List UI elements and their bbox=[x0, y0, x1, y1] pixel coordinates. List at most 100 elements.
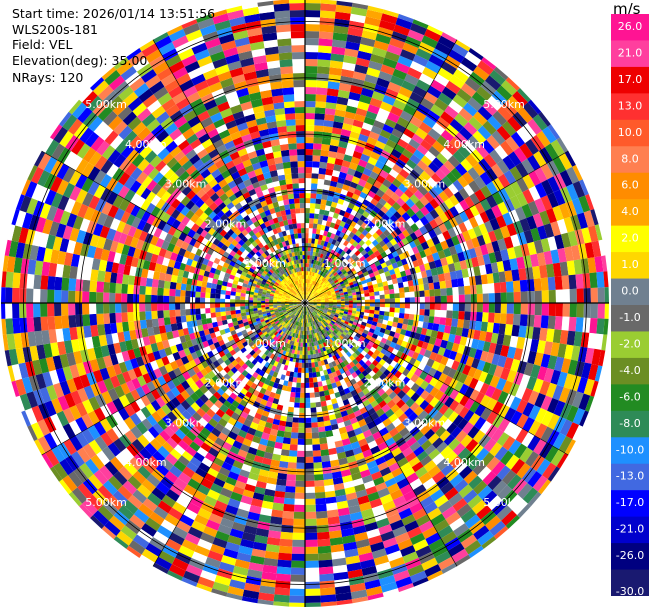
range-gate bbox=[420, 206, 430, 216]
range-gate bbox=[496, 125, 511, 141]
range-gate bbox=[40, 316, 49, 331]
range-gate bbox=[374, 291, 380, 296]
range-gate bbox=[587, 332, 597, 349]
range-gate bbox=[465, 153, 479, 168]
range-gate bbox=[395, 272, 402, 279]
range-gate bbox=[455, 39, 471, 52]
range-gate bbox=[330, 201, 338, 208]
range-gate bbox=[389, 307, 395, 313]
range-gate bbox=[345, 267, 351, 273]
range-gate bbox=[527, 200, 540, 216]
range-gate bbox=[365, 110, 378, 120]
range-gate bbox=[393, 317, 399, 323]
range-gate bbox=[289, 444, 298, 451]
range-gate bbox=[283, 503, 295, 512]
range-gate bbox=[394, 123, 406, 134]
range-gate bbox=[349, 13, 366, 24]
range-gate bbox=[325, 287, 330, 291]
range-gate bbox=[330, 139, 340, 147]
range-gate bbox=[475, 144, 490, 159]
range-gate bbox=[473, 66, 490, 81]
range-gate bbox=[342, 252, 349, 259]
range-gate bbox=[333, 256, 338, 261]
range-gate bbox=[145, 294, 152, 303]
range-gate bbox=[391, 278, 398, 285]
range-gate bbox=[315, 295, 320, 299]
range-gate bbox=[445, 358, 455, 369]
range-gate bbox=[393, 243, 401, 251]
range-gate bbox=[567, 230, 578, 247]
range-gate bbox=[319, 294, 324, 298]
range-gate bbox=[384, 188, 395, 198]
range-gate bbox=[566, 166, 580, 184]
range-gate bbox=[446, 303, 453, 311]
range-gate bbox=[370, 324, 377, 330]
range-gate bbox=[385, 210, 394, 219]
range-gate bbox=[554, 276, 563, 290]
range-gate bbox=[306, 271, 309, 276]
range-gate bbox=[311, 289, 315, 294]
range-gate bbox=[379, 101, 393, 113]
range-gate bbox=[541, 290, 549, 303]
range-gate bbox=[379, 20, 396, 31]
range-gate bbox=[482, 303, 489, 313]
range-gate bbox=[398, 265, 405, 273]
range-gate bbox=[332, 265, 338, 271]
range-gate bbox=[313, 213, 320, 219]
range-gate bbox=[325, 281, 330, 286]
range-gate bbox=[305, 504, 316, 512]
range-gate bbox=[389, 269, 396, 276]
range-gate bbox=[484, 373, 494, 386]
range-gate bbox=[334, 267, 339, 272]
range-gate bbox=[452, 150, 466, 164]
range-gate bbox=[305, 255, 308, 260]
range-gate bbox=[437, 250, 446, 260]
range-gate bbox=[451, 253, 460, 264]
range-gate bbox=[305, 167, 313, 174]
range-gate bbox=[309, 284, 313, 289]
range-gate bbox=[463, 319, 471, 329]
range-gate bbox=[344, 48, 359, 58]
range-gate bbox=[401, 212, 411, 222]
range-gate bbox=[307, 291, 309, 296]
range-gate bbox=[353, 282, 359, 287]
range-gate bbox=[424, 296, 430, 303]
range-gate bbox=[308, 304, 313, 307]
range-gate bbox=[305, 295, 307, 299]
range-gate bbox=[408, 314, 415, 321]
range-gate bbox=[310, 294, 314, 298]
range-gate bbox=[338, 82, 352, 92]
range-gate bbox=[510, 358, 521, 372]
range-gate bbox=[389, 298, 395, 303]
range-gate bbox=[323, 126, 333, 134]
range-gate bbox=[313, 301, 317, 303]
range-gate bbox=[373, 120, 385, 130]
range-gate bbox=[328, 226, 334, 233]
range-gate bbox=[310, 263, 314, 268]
range-gate bbox=[309, 279, 312, 284]
range-gate bbox=[445, 279, 453, 289]
range-gate bbox=[588, 363, 599, 381]
range-gate bbox=[360, 249, 368, 256]
range-gate bbox=[352, 240, 359, 248]
range-gate bbox=[334, 240, 340, 247]
range-gate bbox=[473, 329, 481, 340]
range-gate bbox=[305, 407, 311, 413]
range-gate bbox=[419, 225, 428, 235]
range-gate bbox=[530, 227, 541, 242]
range-gate bbox=[379, 183, 389, 193]
range-gate bbox=[391, 128, 403, 139]
range-gate bbox=[407, 319, 414, 326]
range-gate bbox=[540, 277, 549, 291]
range-gate bbox=[326, 251, 331, 257]
range-gate bbox=[294, 492, 305, 499]
range-gate bbox=[291, 546, 305, 554]
range-gate bbox=[358, 239, 366, 247]
range-gate bbox=[291, 382, 297, 388]
range-gate bbox=[474, 189, 486, 202]
range-gate bbox=[345, 274, 350, 279]
range-gate bbox=[518, 325, 527, 338]
range-gate bbox=[278, 545, 293, 554]
range-gate bbox=[308, 287, 310, 292]
range-gate bbox=[399, 308, 405, 314]
